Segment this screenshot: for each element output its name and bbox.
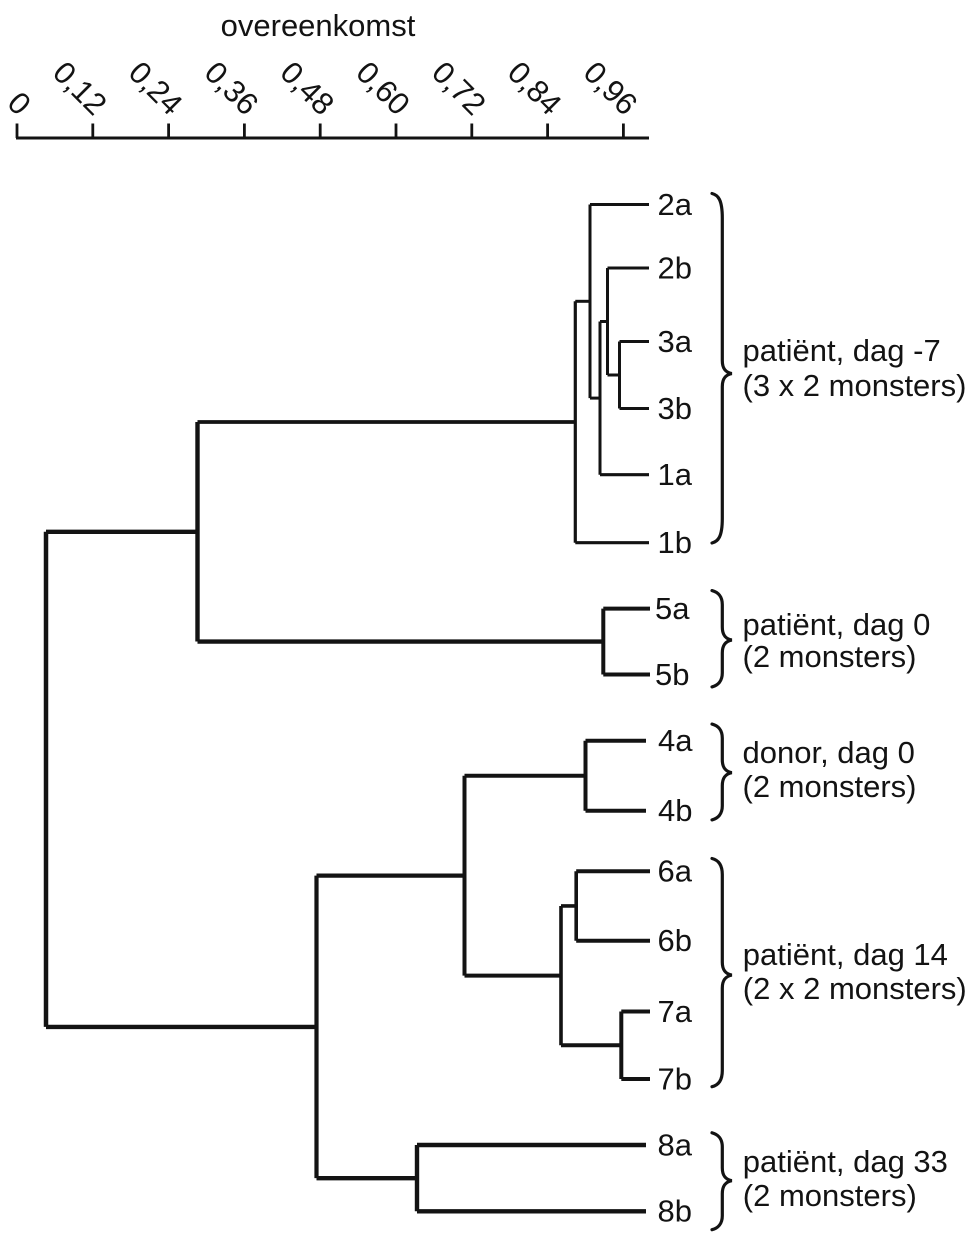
svg-text:(2 monsters): (2 monsters) [743,639,917,674]
svg-text:1a: 1a [658,457,693,492]
svg-text:8a: 8a [658,1127,693,1162]
svg-text:4b: 4b [658,793,692,828]
svg-text:7b: 7b [658,1061,692,1096]
svg-text:3b: 3b [658,391,692,426]
svg-text:overeenkomst: overeenkomst [221,8,416,43]
svg-text:5a: 5a [655,591,690,626]
svg-text:5b: 5b [655,657,689,692]
svg-text:patiënt, dag -7: patiënt, dag -7 [743,333,941,368]
svg-text:patiënt, dag 14: patiënt, dag 14 [743,937,948,972]
svg-text:2b: 2b [658,250,692,285]
svg-text:(2 monsters): (2 monsters) [743,1178,917,1213]
svg-text:2a: 2a [658,187,693,222]
svg-text:patiënt, dag 33: patiënt, dag 33 [743,1144,948,1179]
svg-text:7a: 7a [658,994,693,1029]
svg-text:6a: 6a [658,854,693,889]
svg-text:(3 x 2 monsters): (3 x 2 monsters) [743,368,967,403]
svg-text:donor, dag 0: donor, dag 0 [743,735,915,770]
svg-text:4a: 4a [658,723,693,758]
svg-text:(2 x 2 monsters): (2 x 2 monsters) [743,971,967,1006]
svg-text:(2 monsters): (2 monsters) [743,769,917,804]
svg-text:6b: 6b [658,923,692,958]
svg-text:1b: 1b [658,525,692,560]
svg-text:patiënt, dag 0: patiënt, dag 0 [743,607,931,642]
svg-text:8b: 8b [658,1194,692,1229]
svg-text:3a: 3a [658,324,693,359]
